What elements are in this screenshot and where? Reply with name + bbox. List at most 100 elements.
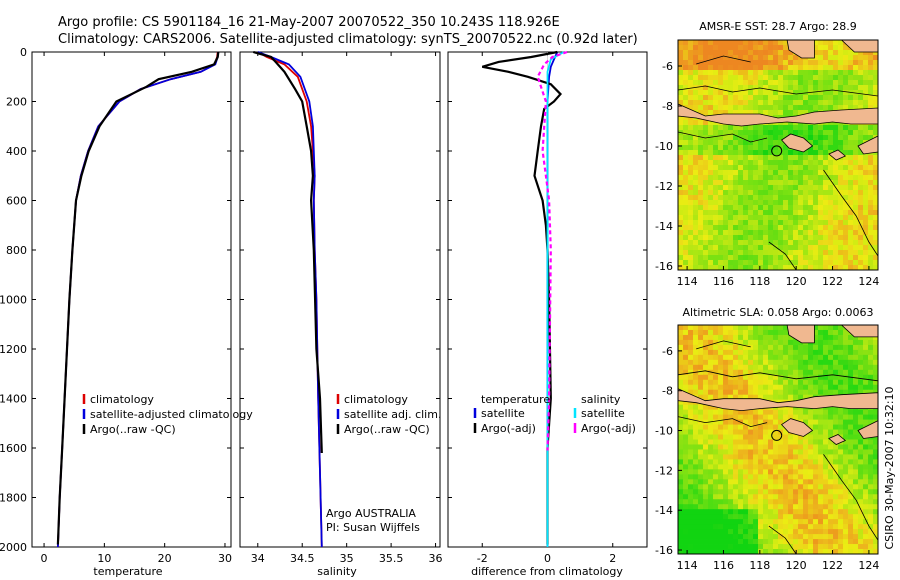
sst-map-cell bbox=[788, 95, 794, 101]
sla-map-cell bbox=[853, 354, 859, 361]
sst-map-cell bbox=[763, 125, 769, 131]
sla-map-cell bbox=[688, 534, 694, 540]
sla-map-cell bbox=[713, 499, 719, 505]
sla-map-cell bbox=[828, 419, 834, 425]
sst-map-cell bbox=[688, 175, 694, 181]
sla-map-cell bbox=[703, 464, 709, 470]
sla-map-cell bbox=[823, 464, 829, 470]
sla-map-cell bbox=[793, 444, 799, 450]
sst-map-cell bbox=[833, 260, 839, 266]
sst-map-cell bbox=[728, 240, 734, 246]
sst-map-cell bbox=[718, 100, 724, 106]
sst-map-cell bbox=[758, 255, 764, 261]
sst-map-cell bbox=[783, 230, 789, 236]
sst-map-cell bbox=[743, 170, 749, 176]
sst-map-cell bbox=[763, 135, 769, 141]
sst-map-cell bbox=[793, 180, 799, 186]
sla-map-cell bbox=[843, 334, 849, 341]
sst-map-cell bbox=[783, 265, 789, 271]
sst-map-cell bbox=[763, 155, 769, 161]
sst-map-cell bbox=[858, 80, 864, 86]
sla-map-cell bbox=[698, 549, 704, 555]
sla-map-cell bbox=[678, 404, 684, 411]
sla-map-cell bbox=[733, 454, 739, 460]
salinity-xtick-label: 36 bbox=[429, 552, 443, 565]
sla-map-cell bbox=[718, 519, 724, 525]
sst-map-cell bbox=[773, 75, 779, 81]
sla-map-cell bbox=[768, 439, 774, 445]
sst-map-cell bbox=[748, 130, 754, 136]
sst-map-cell bbox=[813, 260, 819, 266]
sla-map-cell bbox=[768, 389, 774, 396]
sst-map-cell bbox=[748, 260, 754, 266]
sla-map-cell bbox=[808, 454, 814, 460]
sla-map-cell bbox=[838, 549, 844, 555]
sst-map-cell bbox=[828, 210, 834, 216]
sla-map-cell bbox=[778, 514, 784, 520]
sla-map-cell bbox=[748, 479, 754, 485]
sla-map-cell bbox=[773, 384, 779, 391]
sla-map-cell bbox=[678, 369, 684, 376]
sst-map-cell bbox=[793, 65, 799, 71]
sst-map-cell bbox=[848, 80, 854, 86]
sla-map-cell bbox=[848, 334, 854, 341]
sst-map-cell bbox=[773, 140, 779, 146]
sla-map-cell bbox=[778, 549, 784, 555]
sst-map-cell bbox=[713, 230, 719, 236]
sla-map-cell bbox=[818, 354, 824, 361]
sla-map-cell bbox=[768, 384, 774, 391]
sst-map-cell bbox=[738, 55, 744, 61]
sst-map-cell bbox=[728, 40, 734, 46]
sla-map-cell bbox=[713, 514, 719, 520]
sla-map-cell bbox=[808, 364, 814, 371]
sst-map-cell bbox=[678, 250, 684, 256]
sst-map-cell bbox=[843, 70, 849, 76]
sst-map-cell bbox=[693, 50, 699, 56]
sla-map-cell bbox=[798, 464, 804, 470]
sla-map-cell bbox=[793, 479, 799, 485]
sla-map-cell bbox=[818, 434, 824, 440]
sst-map-cell bbox=[723, 65, 729, 71]
sla-map-cell bbox=[823, 539, 829, 545]
sst-map-cell bbox=[778, 230, 784, 236]
sla-map-lon-label: 124 bbox=[858, 559, 879, 572]
sst-map-cell bbox=[808, 255, 814, 261]
sla-map-cell bbox=[748, 419, 754, 425]
sst-map-cell bbox=[778, 60, 784, 66]
sla-map-cell bbox=[763, 369, 769, 376]
sla-map-cell bbox=[708, 504, 714, 510]
sst-map-cell bbox=[858, 200, 864, 206]
sst-map-cell bbox=[818, 230, 824, 236]
sst-map-lat-label: -14 bbox=[655, 220, 673, 233]
sla-map-cell bbox=[838, 469, 844, 475]
sst-map-cell bbox=[788, 225, 794, 231]
sst-map-cell bbox=[783, 100, 789, 106]
sla-map-cell bbox=[828, 354, 834, 361]
sla-map-cell bbox=[748, 379, 754, 386]
sla-map-cell bbox=[843, 454, 849, 460]
sst-map-cell bbox=[738, 75, 744, 81]
sla-map-cell bbox=[758, 444, 764, 450]
sla-map-cell bbox=[743, 529, 749, 535]
sst-map-cell bbox=[868, 55, 874, 61]
sla-map-cell bbox=[713, 444, 719, 450]
sla-map-cell bbox=[823, 514, 829, 520]
sla-map-cell bbox=[678, 494, 684, 500]
sla-map-cell bbox=[873, 484, 879, 490]
sla-map-cell bbox=[748, 504, 754, 510]
sst-map-cell bbox=[783, 240, 789, 246]
sst-map-cell bbox=[753, 265, 759, 271]
sst-map-cell bbox=[798, 235, 804, 241]
sla-map-cell bbox=[798, 544, 804, 550]
sst-map-cell bbox=[683, 165, 689, 171]
sla-map-title: Altimetric SLA: 0.058 Argo: 0.0063 bbox=[682, 306, 873, 319]
sst-map-cell bbox=[848, 70, 854, 76]
sst-map-cell bbox=[748, 180, 754, 186]
sst-map-cell bbox=[853, 65, 859, 71]
sla-map-cell bbox=[808, 519, 814, 525]
sst-map-cell bbox=[863, 160, 869, 166]
sla-map-cell bbox=[723, 474, 729, 480]
sla-map-cell bbox=[753, 394, 759, 401]
sst-map-cell bbox=[863, 105, 869, 111]
sst-map-cell bbox=[703, 125, 709, 131]
